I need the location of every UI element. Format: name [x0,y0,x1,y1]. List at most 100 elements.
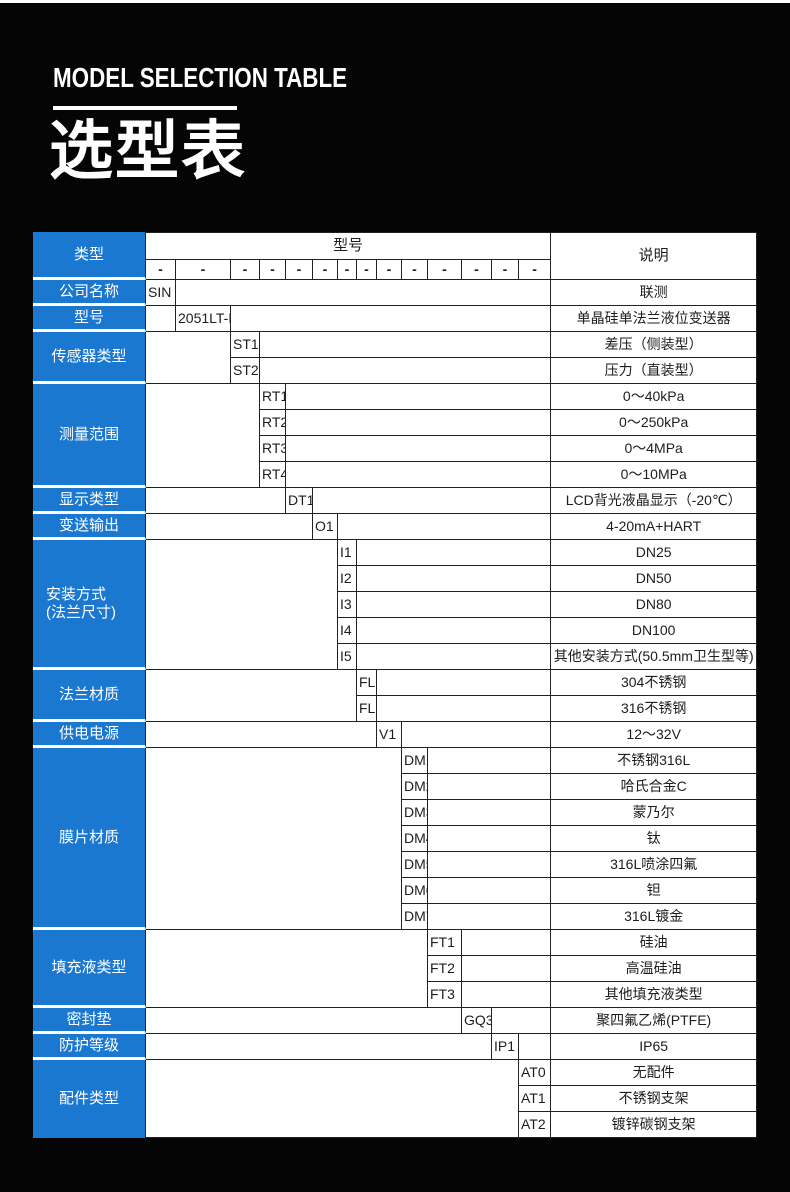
spacer-cell [146,514,313,540]
dash-cell: - [492,260,519,280]
spacer-cell [428,852,552,878]
code-cell: GQ3 [462,1008,492,1034]
code-cell: I3 [338,592,357,618]
dash-cell: - [146,260,176,280]
spacer-cell [377,670,552,696]
desc-cell: 哈氏合金C [551,774,758,800]
desc-cell: 0～250kPa [551,410,758,436]
group-label: 变送输出 [33,514,146,540]
spacer-cell [402,722,552,748]
code-cell: DT1 [286,488,313,514]
group-label: 填充液类型 [33,930,146,1008]
desc-cell: 聚四氟乙烯(PTFE) [551,1008,758,1034]
spacer-cell [146,670,357,722]
group-label: 传感器类型 [33,332,146,384]
dash-cell: - [377,260,402,280]
desc-cell: DN100 [551,618,758,644]
dash-cell: - [357,260,377,280]
code-cell: FT1 [428,930,462,956]
desc-cell: 无配件 [551,1060,758,1086]
desc-cell: 镀锌碳钢支架 [551,1112,758,1138]
spacer-cell [428,748,552,774]
desc-cell: 304不锈钢 [551,670,758,696]
spacer-cell [357,618,552,644]
desc-cell: DN80 [551,592,758,618]
spacer-cell [519,1034,552,1060]
code-cell: I2 [338,566,357,592]
code-cell: DM7 [402,904,428,930]
desc-cell: DN50 [551,566,758,592]
code-cell: AT1 [519,1086,552,1112]
spacer-cell [176,280,552,306]
spacer-cell [286,462,552,488]
code-cell: SIN [146,280,176,306]
desc-cell: 其他填充液类型 [551,982,758,1008]
desc-cell: 差压（侧装型） [551,332,758,358]
spacer-cell [313,488,552,514]
desc-cell: DN25 [551,540,758,566]
dash-cell: - [428,260,462,280]
spacer-cell [146,384,260,488]
desc-cell: 316L镀金 [551,904,758,930]
code-cell: DM4 [402,826,428,852]
desc-cell: IP65 [551,1034,758,1060]
code-cell: DM2 [402,774,428,800]
spacer-cell [146,540,338,670]
code-cell: ST2 [231,358,260,384]
code-cell: I5 [338,644,357,670]
code-cell: ST1 [231,332,260,358]
dash-cell: - [402,260,428,280]
dash-cell: - [176,260,231,280]
desc-cell: 其他安装方式(50.5mm卫生型等) [551,644,758,670]
spacer-cell [146,306,176,332]
dash-cell: - [286,260,313,280]
model-selection-table: 类型型号说明--------------公司名称SIN联测型号2051LT-D单… [33,232,758,1138]
group-label: 供电电源 [33,722,146,748]
spacer-cell [462,956,552,982]
code-cell: I1 [338,540,357,566]
desc-cell: 联测 [551,280,758,306]
group-label: 密封垫 [33,1008,146,1034]
spacer-cell [357,566,552,592]
dash-cell: - [260,260,286,280]
group-label: 型号 [33,306,146,332]
header-type-label: 类型 [33,232,146,280]
spacer-cell [146,1034,492,1060]
desc-cell: 不锈钢316L [551,748,758,774]
spacer-cell [492,1008,552,1034]
code-cell: RT3 [260,436,286,462]
spacer-cell [260,358,552,384]
spacer-cell [146,1008,462,1034]
header-desc-label: 说明 [551,232,758,280]
desc-cell: 蒙乃尔 [551,800,758,826]
spacer-cell [428,826,552,852]
spacer-cell [146,332,231,384]
page-title-english: MODEL SELECTION TABLE [53,62,348,93]
code-cell: IP1 [492,1034,519,1060]
title-underline [53,106,237,110]
spacer-cell [428,800,552,826]
desc-cell: 不锈钢支架 [551,1086,758,1112]
code-cell: RT1 [260,384,286,410]
spacer-cell [462,930,552,956]
group-label: 安装方式 (法兰尺寸) [33,540,146,670]
code-cell: AT0 [519,1060,552,1086]
spacer-cell [428,774,552,800]
desc-cell: 钽 [551,878,758,904]
code-cell: RT2 [260,410,286,436]
spacer-cell [231,306,552,332]
code-cell: I4 [338,618,357,644]
group-label: 防护等级 [33,1034,146,1060]
group-label: 膜片材质 [33,748,146,930]
spacer-cell [377,696,552,722]
spacer-cell [286,384,552,410]
dash-cell: - [462,260,492,280]
group-label: 公司名称 [33,280,146,306]
spacer-cell [286,436,552,462]
code-cell: AT2 [519,1112,552,1138]
group-label: 法兰材质 [33,670,146,722]
code-cell: DM3 [402,800,428,826]
spacer-cell [462,982,552,1008]
spacer-cell [338,514,552,540]
spacer-cell [357,592,552,618]
